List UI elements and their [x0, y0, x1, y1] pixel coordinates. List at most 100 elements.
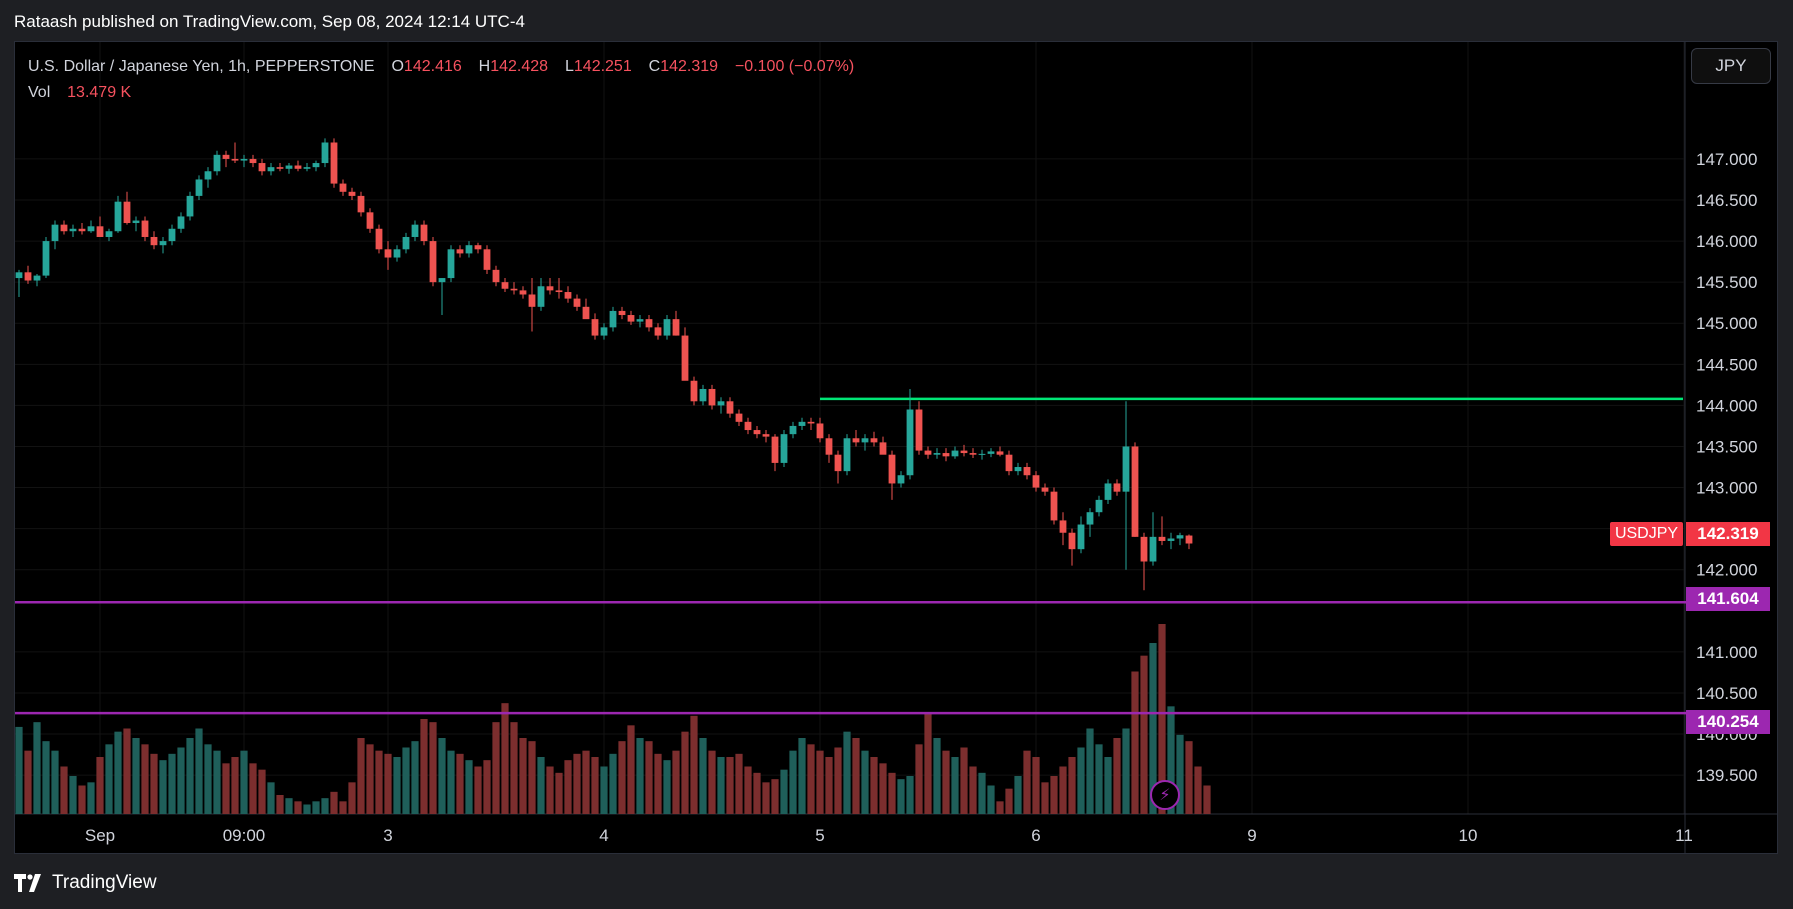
volume-row: Vol 13.479 K [28, 80, 854, 106]
volume-bar [312, 801, 320, 814]
volume-bar [951, 757, 959, 814]
footer-brand-text: TradingView [52, 872, 157, 893]
volume-bar [285, 798, 293, 814]
symbol-title[interactable]: U.S. Dollar / Japanese Yen, 1h, PEPPERST… [28, 58, 375, 75]
candle-body [528, 294, 536, 307]
volume-bar [537, 757, 545, 814]
low-value: 142.251 [573, 58, 632, 75]
candle-body [285, 165, 293, 169]
volume-bar [465, 760, 473, 814]
candle-body [591, 319, 599, 336]
chart-area[interactable] [14, 41, 1778, 854]
volume-bar [1167, 706, 1175, 814]
volume-bar [636, 738, 644, 814]
candle-body [717, 401, 725, 406]
support-2-price-tag: 140.254 [1686, 710, 1770, 734]
volume-bar [456, 753, 464, 814]
volume-bar [852, 738, 860, 814]
lightning-icon[interactable]: ⚡ [1150, 780, 1180, 810]
volume-bar [384, 753, 392, 814]
footer-branding: TradingView [14, 868, 157, 898]
high-value: 142.428 [490, 58, 549, 75]
candle-body [186, 195, 194, 217]
candle-body [915, 409, 923, 451]
volume-bar [672, 750, 680, 814]
candle-body [1176, 535, 1184, 539]
volume-bar [618, 741, 626, 814]
candle-body [699, 388, 707, 402]
volume-bar [141, 744, 149, 814]
candle-body [384, 249, 392, 258]
volume-bar [1032, 757, 1040, 814]
volume-bar [510, 722, 518, 814]
candle-body [429, 241, 437, 283]
candle-body [960, 450, 968, 454]
volume-bar [1095, 744, 1103, 814]
y-axis-tick-label: 147.000 [1696, 150, 1757, 169]
candle-body [141, 220, 149, 237]
high-label: H [478, 58, 491, 75]
volume-bar [366, 744, 374, 814]
volume-bar [294, 801, 302, 814]
candle-body [771, 436, 779, 463]
volume-bar [780, 769, 788, 814]
volume-bar [393, 757, 401, 814]
volume-bar [168, 753, 176, 814]
close-value: 142.319 [660, 58, 719, 75]
candle-body [519, 290, 527, 295]
candle-body [789, 425, 797, 435]
candle-body [807, 421, 815, 424]
volume-bar [429, 722, 437, 814]
candle-body [1005, 454, 1013, 472]
candle-body [321, 142, 329, 164]
candle-body [15, 272, 23, 279]
volume-bar [33, 722, 41, 814]
volume-bar [447, 750, 455, 814]
volume-bar [240, 750, 248, 814]
candle-body [1041, 487, 1049, 492]
volume-bar [717, 757, 725, 814]
candle-body [852, 438, 860, 443]
candle-body [375, 228, 383, 250]
candle-body [600, 327, 608, 336]
support-1-price-tag: 141.604 [1686, 587, 1770, 611]
volume-bar [222, 763, 230, 814]
candle-body [348, 191, 356, 196]
volume-bar [798, 738, 806, 814]
volume-label: Vol [28, 84, 51, 101]
volume-bar [411, 741, 419, 814]
x-axis-tick-label: 3 [383, 826, 392, 845]
candle-body [744, 421, 752, 431]
candle-body [1023, 467, 1031, 476]
candle-body [150, 236, 158, 246]
candle-body [69, 228, 77, 232]
candle-body [933, 453, 941, 455]
currency-button[interactable]: JPY [1691, 48, 1771, 84]
candle-body [906, 409, 914, 476]
volume-bar [1068, 757, 1076, 814]
candle-body [240, 158, 248, 161]
open-value: 142.416 [403, 58, 462, 75]
volume-bar [600, 766, 608, 814]
y-axis-tick-label: 141.000 [1696, 643, 1757, 662]
candle-body [1167, 538, 1175, 541]
candle-body [1032, 475, 1040, 488]
candle-body [339, 183, 347, 192]
candle-body [231, 158, 239, 161]
volume-bar [249, 763, 257, 814]
candle-body [24, 272, 32, 281]
volume-bar [114, 731, 122, 814]
candle-body [33, 275, 41, 281]
volume-bar [978, 772, 986, 814]
candle-body [546, 286, 554, 291]
volume-bar [708, 750, 716, 814]
volume-bar [762, 782, 770, 814]
publisher-line: Rataash published on TradingView.com, Se… [14, 12, 525, 31]
x-axis-tick-label: 9 [1247, 826, 1256, 845]
candle-body [1068, 532, 1076, 550]
volume-bar [258, 769, 266, 814]
candle-body [366, 212, 374, 229]
candle-body [726, 401, 734, 414]
x-axis-tick-label: 6 [1031, 826, 1040, 845]
